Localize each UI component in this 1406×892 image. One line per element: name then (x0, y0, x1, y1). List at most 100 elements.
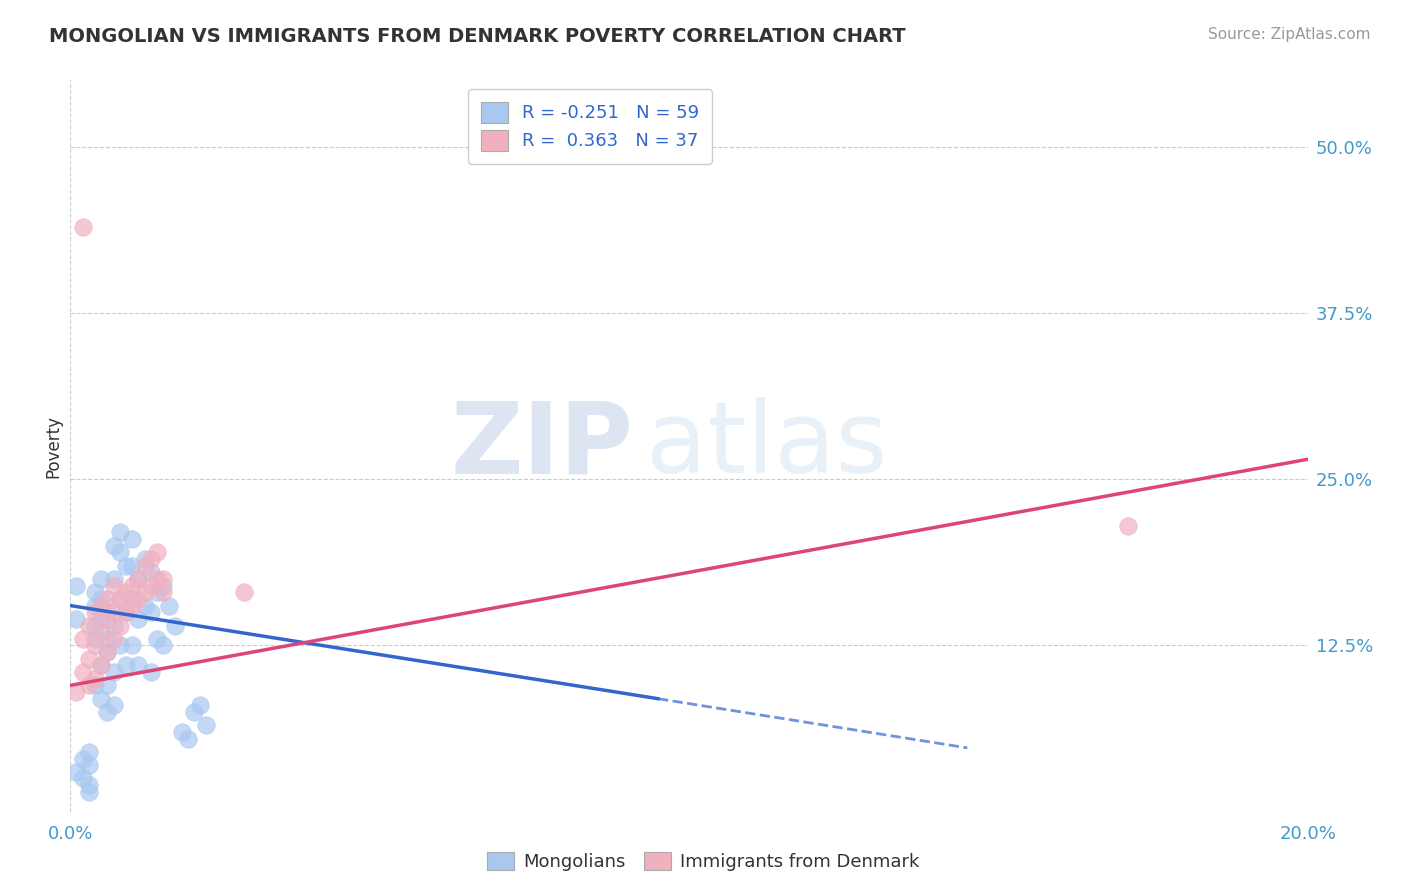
Point (103, 579, 125, 593)
Point (121, 579, 143, 593)
Text: MONGOLIAN VS IMMIGRANTS FROM DENMARK POVERTY CORRELATION CHART: MONGOLIAN VS IMMIGRANTS FROM DENMARK POV… (49, 27, 905, 45)
Point (115, 585, 138, 599)
Point (195, 718, 218, 732)
Point (103, 632, 125, 646)
Point (157, 599, 180, 613)
Point (90, 658, 112, 673)
Point (121, 639, 143, 653)
Point (127, 612, 149, 626)
Text: atlas: atlas (645, 398, 887, 494)
Point (188, 698, 211, 713)
Point (90, 572, 112, 586)
Point (96, 591, 118, 606)
Point (121, 599, 143, 613)
Point (84, 605, 107, 619)
Text: ZIP: ZIP (450, 398, 633, 494)
Point (103, 665, 125, 679)
Point (232, 585, 254, 599)
Legend: R = -0.251   N = 59, R =  0.363   N = 37: R = -0.251 N = 59, R = 0.363 N = 37 (468, 89, 711, 163)
Point (108, 591, 131, 606)
Point (65, 685, 87, 699)
Point (152, 572, 174, 586)
Y-axis label: Poverty: Poverty (44, 415, 62, 477)
Point (134, 585, 156, 599)
Point (96, 632, 118, 646)
Point (127, 572, 149, 586)
Point (103, 572, 125, 586)
Point (84, 599, 107, 613)
Point (146, 632, 169, 646)
Point (96, 612, 118, 626)
Point (84, 678, 107, 692)
Point (77, 678, 100, 692)
Point (121, 532, 143, 546)
Point (115, 605, 138, 619)
Point (96, 678, 118, 692)
Text: Source: ZipAtlas.com: Source: ZipAtlas.com (1208, 27, 1371, 42)
Point (96, 705, 118, 719)
Point (108, 639, 131, 653)
Point (84, 618, 107, 632)
Point (77, 785, 100, 799)
Point (146, 585, 169, 599)
Point (96, 645, 118, 659)
Point (115, 658, 138, 673)
Point (134, 599, 156, 613)
Point (103, 618, 125, 632)
Point (121, 558, 143, 573)
Point (72, 772, 94, 786)
Point (146, 545, 169, 559)
Point (72, 751, 94, 765)
Point (108, 591, 131, 606)
Point (84, 639, 107, 653)
Point (72, 632, 94, 646)
Point (77, 745, 100, 759)
Point (96, 645, 118, 659)
Point (65, 612, 87, 626)
Point (90, 612, 112, 626)
Point (1116, 518, 1139, 533)
Point (108, 525, 131, 540)
Point (127, 658, 149, 673)
Point (84, 672, 107, 686)
Point (108, 618, 131, 632)
Point (127, 572, 149, 586)
Point (134, 552, 156, 566)
Point (121, 591, 143, 606)
Point (72, 219, 94, 234)
Point (183, 705, 205, 719)
Point (65, 579, 87, 593)
Point (115, 605, 138, 619)
Point (134, 558, 156, 573)
Point (152, 639, 174, 653)
Point (84, 585, 107, 599)
Point (96, 605, 118, 619)
Point (152, 579, 174, 593)
Point (77, 758, 100, 772)
Point (90, 599, 112, 613)
Point (146, 572, 169, 586)
Point (139, 665, 162, 679)
Point (115, 558, 138, 573)
Point (177, 731, 200, 746)
Point (65, 764, 87, 779)
Point (139, 566, 162, 580)
Point (103, 698, 125, 713)
Point (90, 691, 112, 706)
Point (127, 591, 149, 606)
Point (90, 625, 112, 640)
Point (108, 545, 131, 559)
Point (103, 605, 125, 619)
Point (77, 618, 100, 632)
Point (103, 539, 125, 553)
Point (139, 605, 162, 619)
Legend: Mongolians, Immigrants from Denmark: Mongolians, Immigrants from Denmark (479, 845, 927, 879)
Point (72, 665, 94, 679)
Point (139, 552, 162, 566)
Point (90, 658, 112, 673)
Point (90, 591, 112, 606)
Point (152, 585, 174, 599)
Point (84, 632, 107, 646)
Point (77, 778, 100, 792)
Point (165, 618, 187, 632)
